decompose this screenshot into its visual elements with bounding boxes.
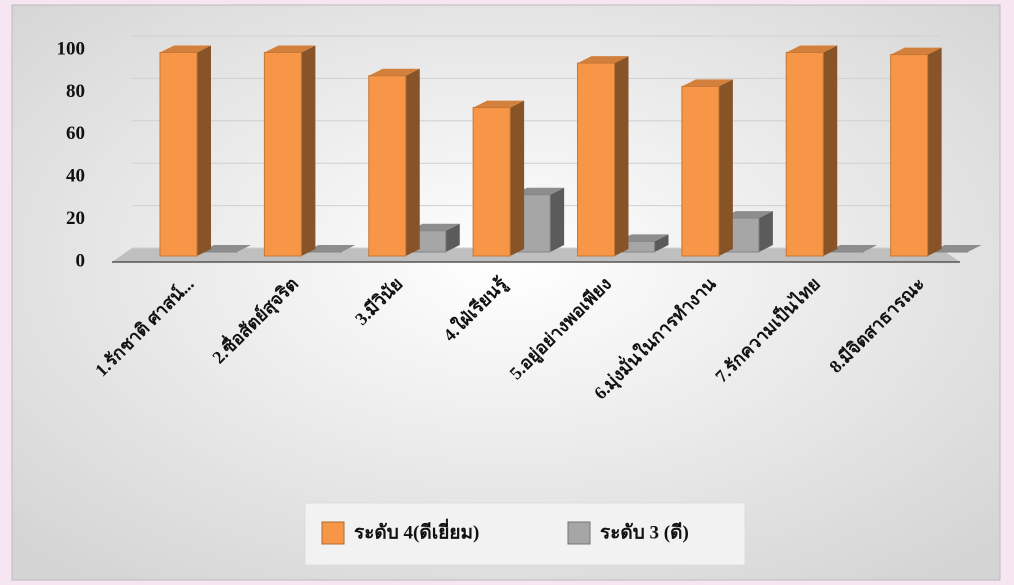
y-tick-label: 100 [57,38,86,59]
bar-top [786,45,838,53]
bar [785,51,824,257]
legend-swatch [567,521,591,545]
bar [263,51,302,257]
bar-top [890,47,942,55]
bar-side [654,234,669,252]
bar-side [197,45,211,257]
bar-top [473,100,525,108]
bar [681,85,720,257]
bar [577,62,615,257]
bar-side [718,79,733,257]
bar-side [927,47,942,256]
bar-top [930,245,982,252]
bar [472,107,511,257]
bar-side [614,56,629,256]
bar-top [826,245,878,252]
bar [159,51,198,257]
bar-top [304,245,356,252]
legend [304,502,746,566]
bar-top [160,45,211,53]
bar-top [577,56,629,64]
legend-label: ระดับ 4(ดีเยี่ยม) [354,518,479,543]
bar-side [758,211,773,252]
bar-top [681,79,733,87]
legend-label: ระดับ 3 (ดี) [600,521,689,543]
bar-top [264,45,316,53]
bar-side [301,45,316,257]
bar-top [408,223,460,231]
bar-top [617,234,669,242]
bar [890,54,929,257]
bar-side [550,187,565,252]
bar [368,75,407,257]
bar-top [721,211,773,219]
bar-top [513,187,565,195]
y-tick-label: 80 [66,81,85,102]
bar-side [405,68,420,256]
y-tick-label: 0 [76,250,86,271]
bar-top [368,68,420,76]
bar-side [445,223,460,252]
bar-side [823,45,838,257]
y-tick-label: 20 [66,208,85,229]
bar-side [510,100,525,256]
y-tick-label: 60 [66,123,85,144]
legend-swatch [321,521,345,545]
bar-top [200,245,251,252]
y-tick-label: 40 [66,166,85,187]
